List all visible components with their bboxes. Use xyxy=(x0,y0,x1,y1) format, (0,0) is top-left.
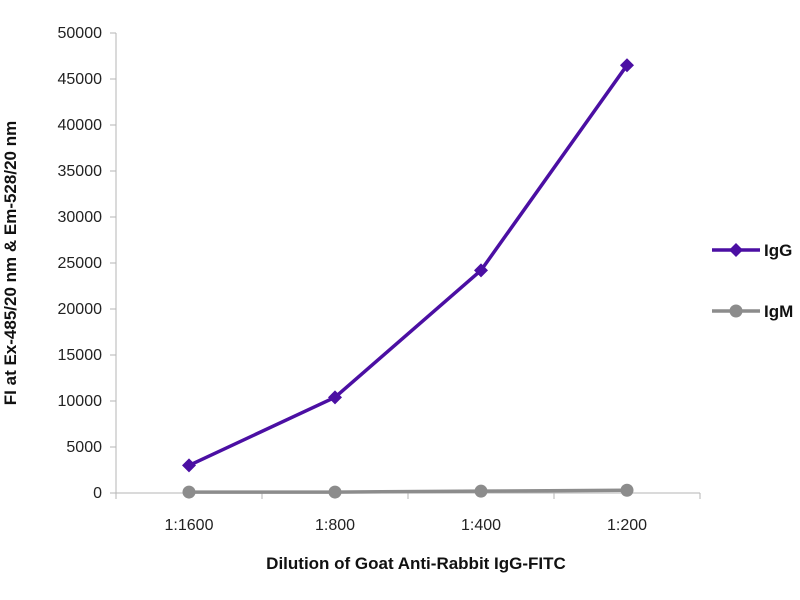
data-point xyxy=(620,483,634,497)
y-tick-label: 5000 xyxy=(66,439,102,456)
series-line xyxy=(187,63,629,468)
y-tick-label: 15000 xyxy=(58,347,103,364)
data-point xyxy=(474,263,488,278)
data-point xyxy=(182,485,196,499)
y-tick-label: 0 xyxy=(93,485,102,502)
y-axis-title: FI at Ex-485/20 nm & Em-528/20 nm xyxy=(1,121,20,405)
x-axis-title: Dilution of Goat Anti-Rabbit IgG-FITC xyxy=(266,554,566,573)
data-point xyxy=(182,458,196,473)
data-point xyxy=(474,484,488,498)
series-igm xyxy=(182,483,634,499)
x-tick-label: 1:200 xyxy=(607,517,647,534)
x-tick-label: 1:400 xyxy=(461,517,501,534)
chart-legend: IgG IgM xyxy=(712,241,793,321)
legend-item-igm: IgM xyxy=(712,302,793,321)
y-tick-label: 10000 xyxy=(58,393,103,410)
legend-label: IgG xyxy=(764,241,792,260)
legend-label: IgM xyxy=(764,302,793,321)
series-igg xyxy=(182,58,634,473)
chart-series xyxy=(182,58,634,499)
x-tick-label: 1:1600 xyxy=(165,517,214,534)
x-axis-ticks: 1:1600 1:800 1:400 1:200 xyxy=(115,493,701,534)
chart-axes xyxy=(115,33,700,494)
legend-marker xyxy=(729,243,743,257)
legend-item-igg: IgG xyxy=(712,241,792,260)
y-tick-label: 50000 xyxy=(58,25,103,42)
y-tick-label: 30000 xyxy=(58,209,103,226)
data-point xyxy=(620,58,634,73)
y-tick-label: 40000 xyxy=(58,117,103,134)
y-axis-ticks: 0 5000 10000 15000 20000 25000 30000 35000 40000… xyxy=(58,25,116,502)
y-tick-label: 25000 xyxy=(58,255,103,272)
y-tick-label: 45000 xyxy=(58,71,103,88)
y-tick-label: 35000 xyxy=(58,163,103,180)
data-point xyxy=(328,485,342,499)
y-tick-label: 20000 xyxy=(58,301,103,318)
legend-marker xyxy=(729,304,743,318)
series-line xyxy=(187,488,629,494)
x-tick-label: 1:800 xyxy=(315,517,355,534)
data-point xyxy=(328,390,342,405)
